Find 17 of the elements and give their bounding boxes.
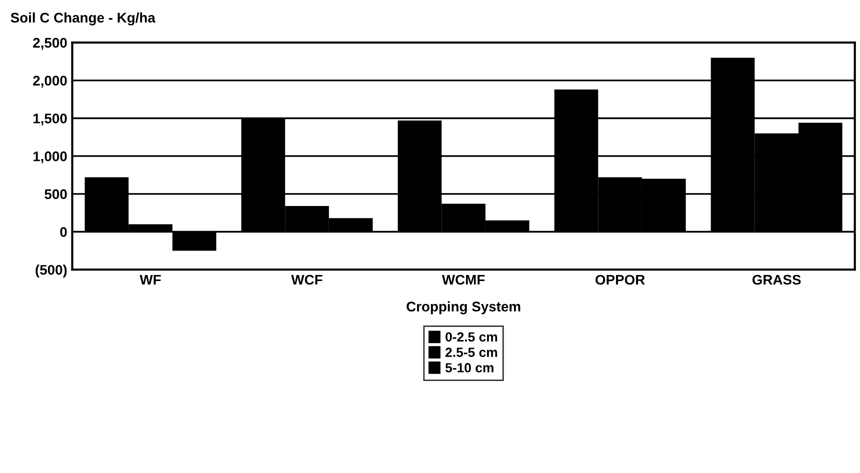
- y-tick-label: 1,500: [34, 114, 67, 126]
- y-tick-label: 2,500: [33, 38, 67, 50]
- x-tick-label: WCMF: [442, 274, 485, 285]
- y-axis-title: Soil C Change - Kg/ha: [10, 12, 156, 26]
- x-tick-label: GRASS: [752, 274, 801, 285]
- y-tick-label: 1,000: [34, 151, 67, 164]
- legend-label: 0-2.5 cm: [446, 332, 498, 342]
- x-tick-label: WCF: [291, 274, 322, 285]
- x-tick-label: WF: [140, 274, 161, 285]
- y-tick-label: 0: [60, 227, 67, 237]
- x-axis-title: Cropping System: [406, 301, 520, 314]
- x-tick-label: OPPOR: [596, 274, 645, 285]
- legend-label: 2.5-5 cm: [446, 348, 498, 357]
- y-tick-label: 2,000: [33, 76, 67, 88]
- legend-label: 5-10 cm: [445, 363, 494, 372]
- y-tick-label: 500: [44, 189, 67, 200]
- y-tick-label: (500): [36, 264, 67, 278]
